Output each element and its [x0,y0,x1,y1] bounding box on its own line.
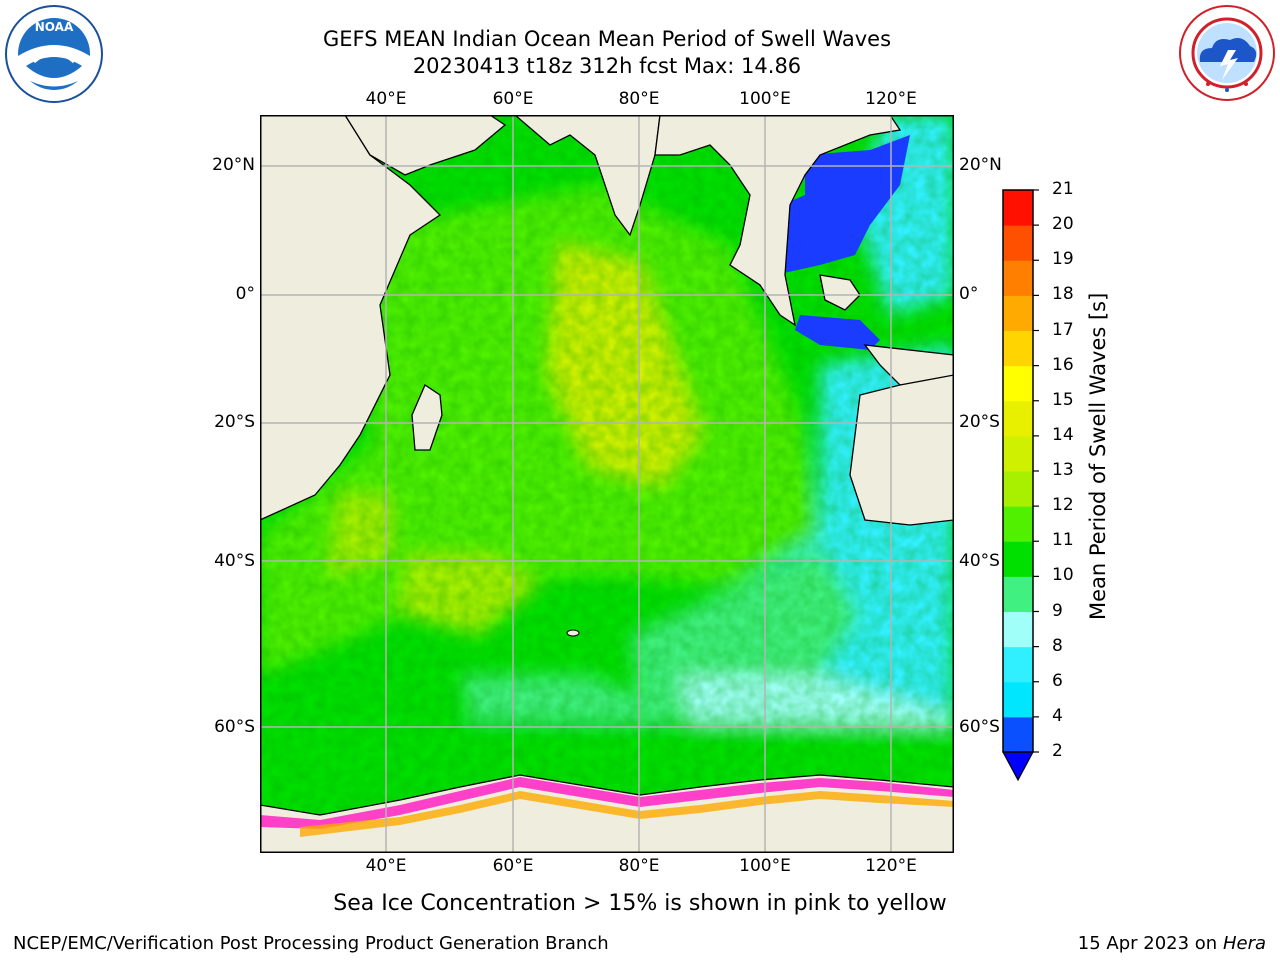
nws-logo [1178,4,1276,102]
colorbar-segment [1003,260,1033,296]
lat-tick-right: 20°S [959,412,1000,432]
lat-tick-right: 20°N [959,155,1002,175]
colorbar-tick-label: 4 [1052,705,1063,726]
lon-tick-top: 80°E [618,89,660,109]
lon-tick-top: 60°E [492,89,534,109]
colorbar-tick-label: 18 [1052,284,1074,305]
colorbar-segment [1003,330,1033,367]
footer-credit: NCEP/EMC/Verification Post Processing Pr… [13,933,609,954]
lat-tick-left: 0° [235,284,255,304]
colorbar-segment [1003,541,1033,577]
colorbar-segment [1003,646,1033,683]
colorbar-tick-label: 10 [1052,565,1074,586]
lon-tick-bottom: 80°E [618,856,660,876]
lon-tick-top: 120°E [865,89,917,109]
colorbar-segment [1003,471,1033,507]
lat-tick-left: 20°N [212,155,255,175]
colorbar-tick-label: 11 [1052,530,1074,551]
colorbar-tick-label: 15 [1052,389,1074,410]
noaa-logo [4,4,104,104]
colorbar-tick-label: 21 [1052,179,1074,199]
colorbar-tick-label: 13 [1052,460,1074,480]
sea-ice-edge [260,777,954,829]
colorbar-segment [1003,681,1033,718]
colorbar-tick-label: 17 [1052,319,1074,340]
colorbar-segment [1003,365,1033,402]
lon-tick-bottom: 60°E [492,856,534,876]
colorbar-segment [1003,225,1033,261]
footer-date-text: 15 Apr 2023 on [1077,933,1223,954]
colorbar-tick-label: 19 [1052,249,1074,270]
colorbar-tick-label: 2 [1052,741,1063,761]
sea-ice-caption: Sea Ice Concentration > 15% is shown in … [333,891,947,916]
chart-subtitle: 20230413 t18z 312h fcst Max: 14.86 [412,54,802,78]
lat-tick-right: 40°S [959,551,1000,571]
colorbar-segment [1003,576,1033,612]
colorbar-tick-label: 16 [1052,354,1074,375]
colorbar-tick-label: 12 [1052,495,1074,516]
lon-tick-bottom: 120°E [865,856,917,876]
lat-tick-left: 20°S [214,412,255,432]
footer-host: Hera [1222,933,1266,954]
colorbar-tick-label: 20 [1052,214,1074,235]
colorbar-tick-label: 6 [1052,670,1063,691]
lon-tick-top: 100°E [739,89,791,109]
java-sea [795,315,880,350]
colorbar [1000,185,1048,785]
colorbar-segment [1003,400,1033,437]
colorbar-tick-label: 14 [1052,424,1074,445]
lat-tick-left: 60°S [214,717,255,737]
colorbar-tick-label: 8 [1052,635,1063,656]
lon-tick-bottom: 40°E [365,856,407,876]
lat-tick-left: 40°S [214,551,255,571]
map-panel [260,115,954,853]
colorbar-title: Mean Period of Swell Waves [s] [1086,292,1110,620]
noaa-logo-text: NOAA [34,20,74,34]
colorbar-segment [1003,506,1033,542]
south-china-sea [765,135,910,275]
footer-date: 15 Apr 2023 on Hera [1078,933,1266,954]
colorbar-segment [1003,611,1033,648]
lon-tick-bottom: 100°E [739,856,791,876]
lon-tick-top: 40°E [365,89,407,109]
lat-tick-right: 0° [959,284,979,304]
graticule [260,115,954,853]
colorbar-segment [1003,190,1033,226]
colorbar-tick-label: 9 [1052,600,1063,621]
colorbar-segment [1003,435,1033,472]
colorbar-under-arrow [1001,751,1035,782]
chart-title: GEFS MEAN Indian Ocean Mean Period of Sw… [322,27,892,51]
colorbar-segment [1003,295,1033,331]
land-masses [260,115,954,853]
lat-tick-right: 60°S [959,717,1000,737]
colorbar-segment [1003,716,1033,753]
